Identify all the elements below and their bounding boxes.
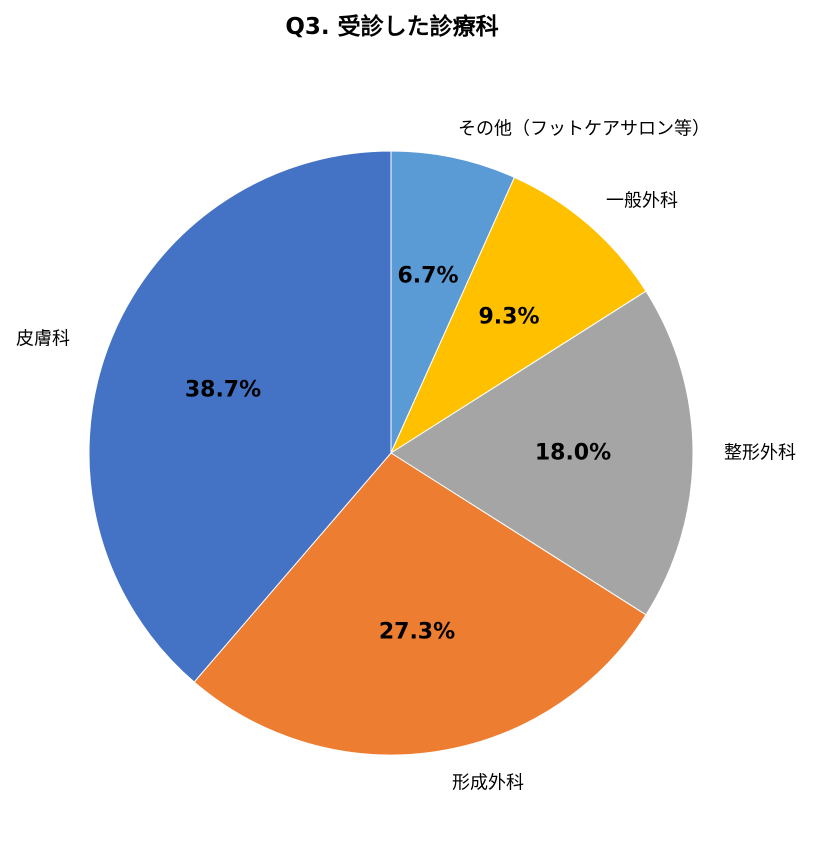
slice-category-label: 形成外科	[452, 773, 524, 794]
slice-category-label: 皮膚科	[16, 329, 70, 350]
slice-percent-label: 18.0%	[535, 441, 611, 466]
slice-category-label: 整形外科	[724, 443, 796, 464]
slice-percent-label: 9.3%	[478, 305, 539, 330]
pie-slice	[389, 176, 647, 455]
pie-slice	[193, 452, 647, 756]
pie-slice	[88, 150, 392, 683]
pie-slices	[88, 150, 694, 756]
chart-title: Q3. 受診した診療科	[285, 13, 498, 40]
slice-category-label: 一般外科	[606, 191, 678, 212]
slice-percent-label: 27.3%	[379, 620, 455, 645]
slice-percent-label: 6.7%	[397, 264, 458, 289]
pie-slice	[390, 150, 516, 454]
pie-slice	[390, 290, 694, 616]
slice-percent-label: 38.7%	[185, 378, 261, 403]
slice-category-label: その他（フットケアサロン等）	[458, 119, 710, 140]
percentage-labels: 6.7% 9.3% 18.0% 27.3% 38.7%	[185, 264, 611, 645]
